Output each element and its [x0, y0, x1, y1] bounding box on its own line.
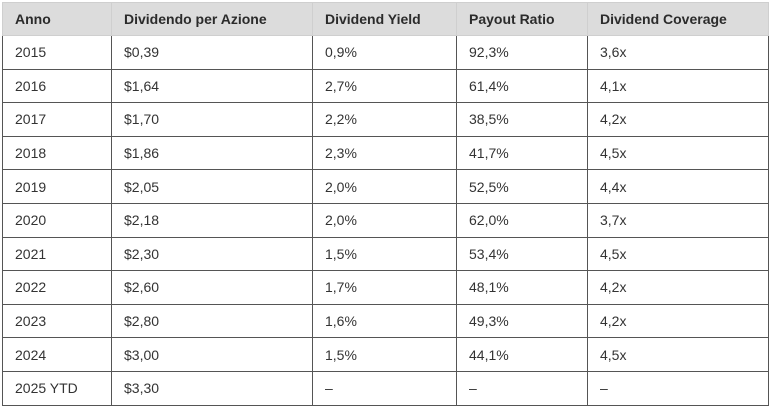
- table-row: 2015 $0,39 0,9% 92,3% 3,6x: [2, 35, 769, 70]
- cell-coverage: 3,6x: [587, 35, 769, 70]
- cell-anno: 2017: [2, 102, 112, 137]
- cell-yield: 1,6%: [312, 303, 457, 339]
- cell-coverage: 4,2x: [587, 303, 769, 339]
- cell-payout: 52,5%: [456, 169, 588, 204]
- table-row: 2025 YTD $3,30 – – –: [2, 370, 769, 406]
- cell-dividendo: $1,86: [111, 135, 313, 171]
- cell-dividendo: $2,18: [111, 202, 313, 238]
- cell-payout: –: [456, 370, 588, 406]
- cell-anno: 2016: [2, 68, 112, 104]
- cell-yield: 2,0%: [312, 169, 457, 204]
- table-body: 2015 $0,39 0,9% 92,3% 3,6x 2016 $1,64 2,…: [2, 35, 769, 406]
- cell-payout: 41,7%: [456, 135, 588, 171]
- table-row: 2020 $2,18 2,0% 62,0% 3,7x: [2, 202, 769, 238]
- cell-anno: 2022: [2, 270, 112, 305]
- cell-coverage: 3,7x: [587, 202, 769, 238]
- table-row: 2019 $2,05 2,0% 52,5% 4,4x: [2, 169, 769, 204]
- cell-payout: 44,1%: [456, 337, 588, 372]
- cell-payout: 38,5%: [456, 102, 588, 137]
- cell-yield: 1,5%: [312, 337, 457, 372]
- cell-anno: 2023: [2, 303, 112, 339]
- cell-dividendo: $2,30: [111, 236, 313, 272]
- cell-coverage: 4,5x: [587, 135, 769, 171]
- cell-yield: 1,5%: [312, 236, 457, 272]
- header-payout-ratio: Payout Ratio: [456, 2, 588, 36]
- cell-dividendo: $1,64: [111, 68, 313, 104]
- cell-dividendo: $2,60: [111, 270, 313, 305]
- cell-coverage: 4,5x: [587, 337, 769, 372]
- cell-anno: 2025 YTD: [2, 370, 112, 406]
- table-row: 2021 $2,30 1,5% 53,4% 4,5x: [2, 236, 769, 272]
- cell-yield: –: [312, 370, 457, 406]
- cell-anno: 2020: [2, 202, 112, 238]
- cell-yield: 2,7%: [312, 68, 457, 104]
- cell-payout: 61,4%: [456, 68, 588, 104]
- cell-anno: 2021: [2, 236, 112, 272]
- cell-payout: 53,4%: [456, 236, 588, 272]
- cell-anno: 2018: [2, 135, 112, 171]
- header-dividend-yield: Dividend Yield: [312, 2, 457, 36]
- cell-anno: 2024: [2, 337, 112, 372]
- cell-yield: 1,7%: [312, 270, 457, 305]
- cell-dividendo: $0,39: [111, 35, 313, 70]
- cell-dividendo: $2,80: [111, 303, 313, 339]
- cell-coverage: 4,2x: [587, 270, 769, 305]
- cell-dividendo: $2,05: [111, 169, 313, 204]
- cell-yield: 2,3%: [312, 135, 457, 171]
- cell-yield: 0,9%: [312, 35, 457, 70]
- cell-coverage: 4,5x: [587, 236, 769, 272]
- table-row: 2024 $3,00 1,5% 44,1% 4,5x: [2, 337, 769, 372]
- cell-dividendo: $3,30: [111, 370, 313, 406]
- cell-payout: 62,0%: [456, 202, 588, 238]
- table-row: 2016 $1,64 2,7% 61,4% 4,1x: [2, 68, 769, 104]
- header-dividendo-per-azione: Dividendo per Azione: [111, 2, 313, 36]
- cell-anno: 2019: [2, 169, 112, 204]
- cell-payout: 48,1%: [456, 270, 588, 305]
- header-row: Anno Dividendo per Azione Dividend Yield…: [2, 2, 769, 36]
- cell-payout: 92,3%: [456, 35, 588, 70]
- table-row: 2022 $2,60 1,7% 48,1% 4,2x: [2, 270, 769, 305]
- cell-coverage: 4,2x: [587, 102, 769, 137]
- cell-coverage: –: [587, 370, 769, 406]
- header-dividend-coverage: Dividend Coverage: [587, 2, 769, 36]
- cell-yield: 2,0%: [312, 202, 457, 238]
- table-header: Anno Dividendo per Azione Dividend Yield…: [2, 2, 769, 36]
- table-row: 2023 $2,80 1,6% 49,3% 4,2x: [2, 303, 769, 339]
- cell-yield: 2,2%: [312, 102, 457, 137]
- table-row: 2018 $1,86 2,3% 41,7% 4,5x: [2, 135, 769, 171]
- cell-coverage: 4,1x: [587, 68, 769, 104]
- cell-anno: 2015: [2, 35, 112, 70]
- cell-dividendo: $3,00: [111, 337, 313, 372]
- table-row: 2017 $1,70 2,2% 38,5% 4,2x: [2, 102, 769, 137]
- cell-dividendo: $1,70: [111, 102, 313, 137]
- header-anno: Anno: [2, 2, 112, 36]
- cell-payout: 49,3%: [456, 303, 588, 339]
- cell-coverage: 4,4x: [587, 169, 769, 204]
